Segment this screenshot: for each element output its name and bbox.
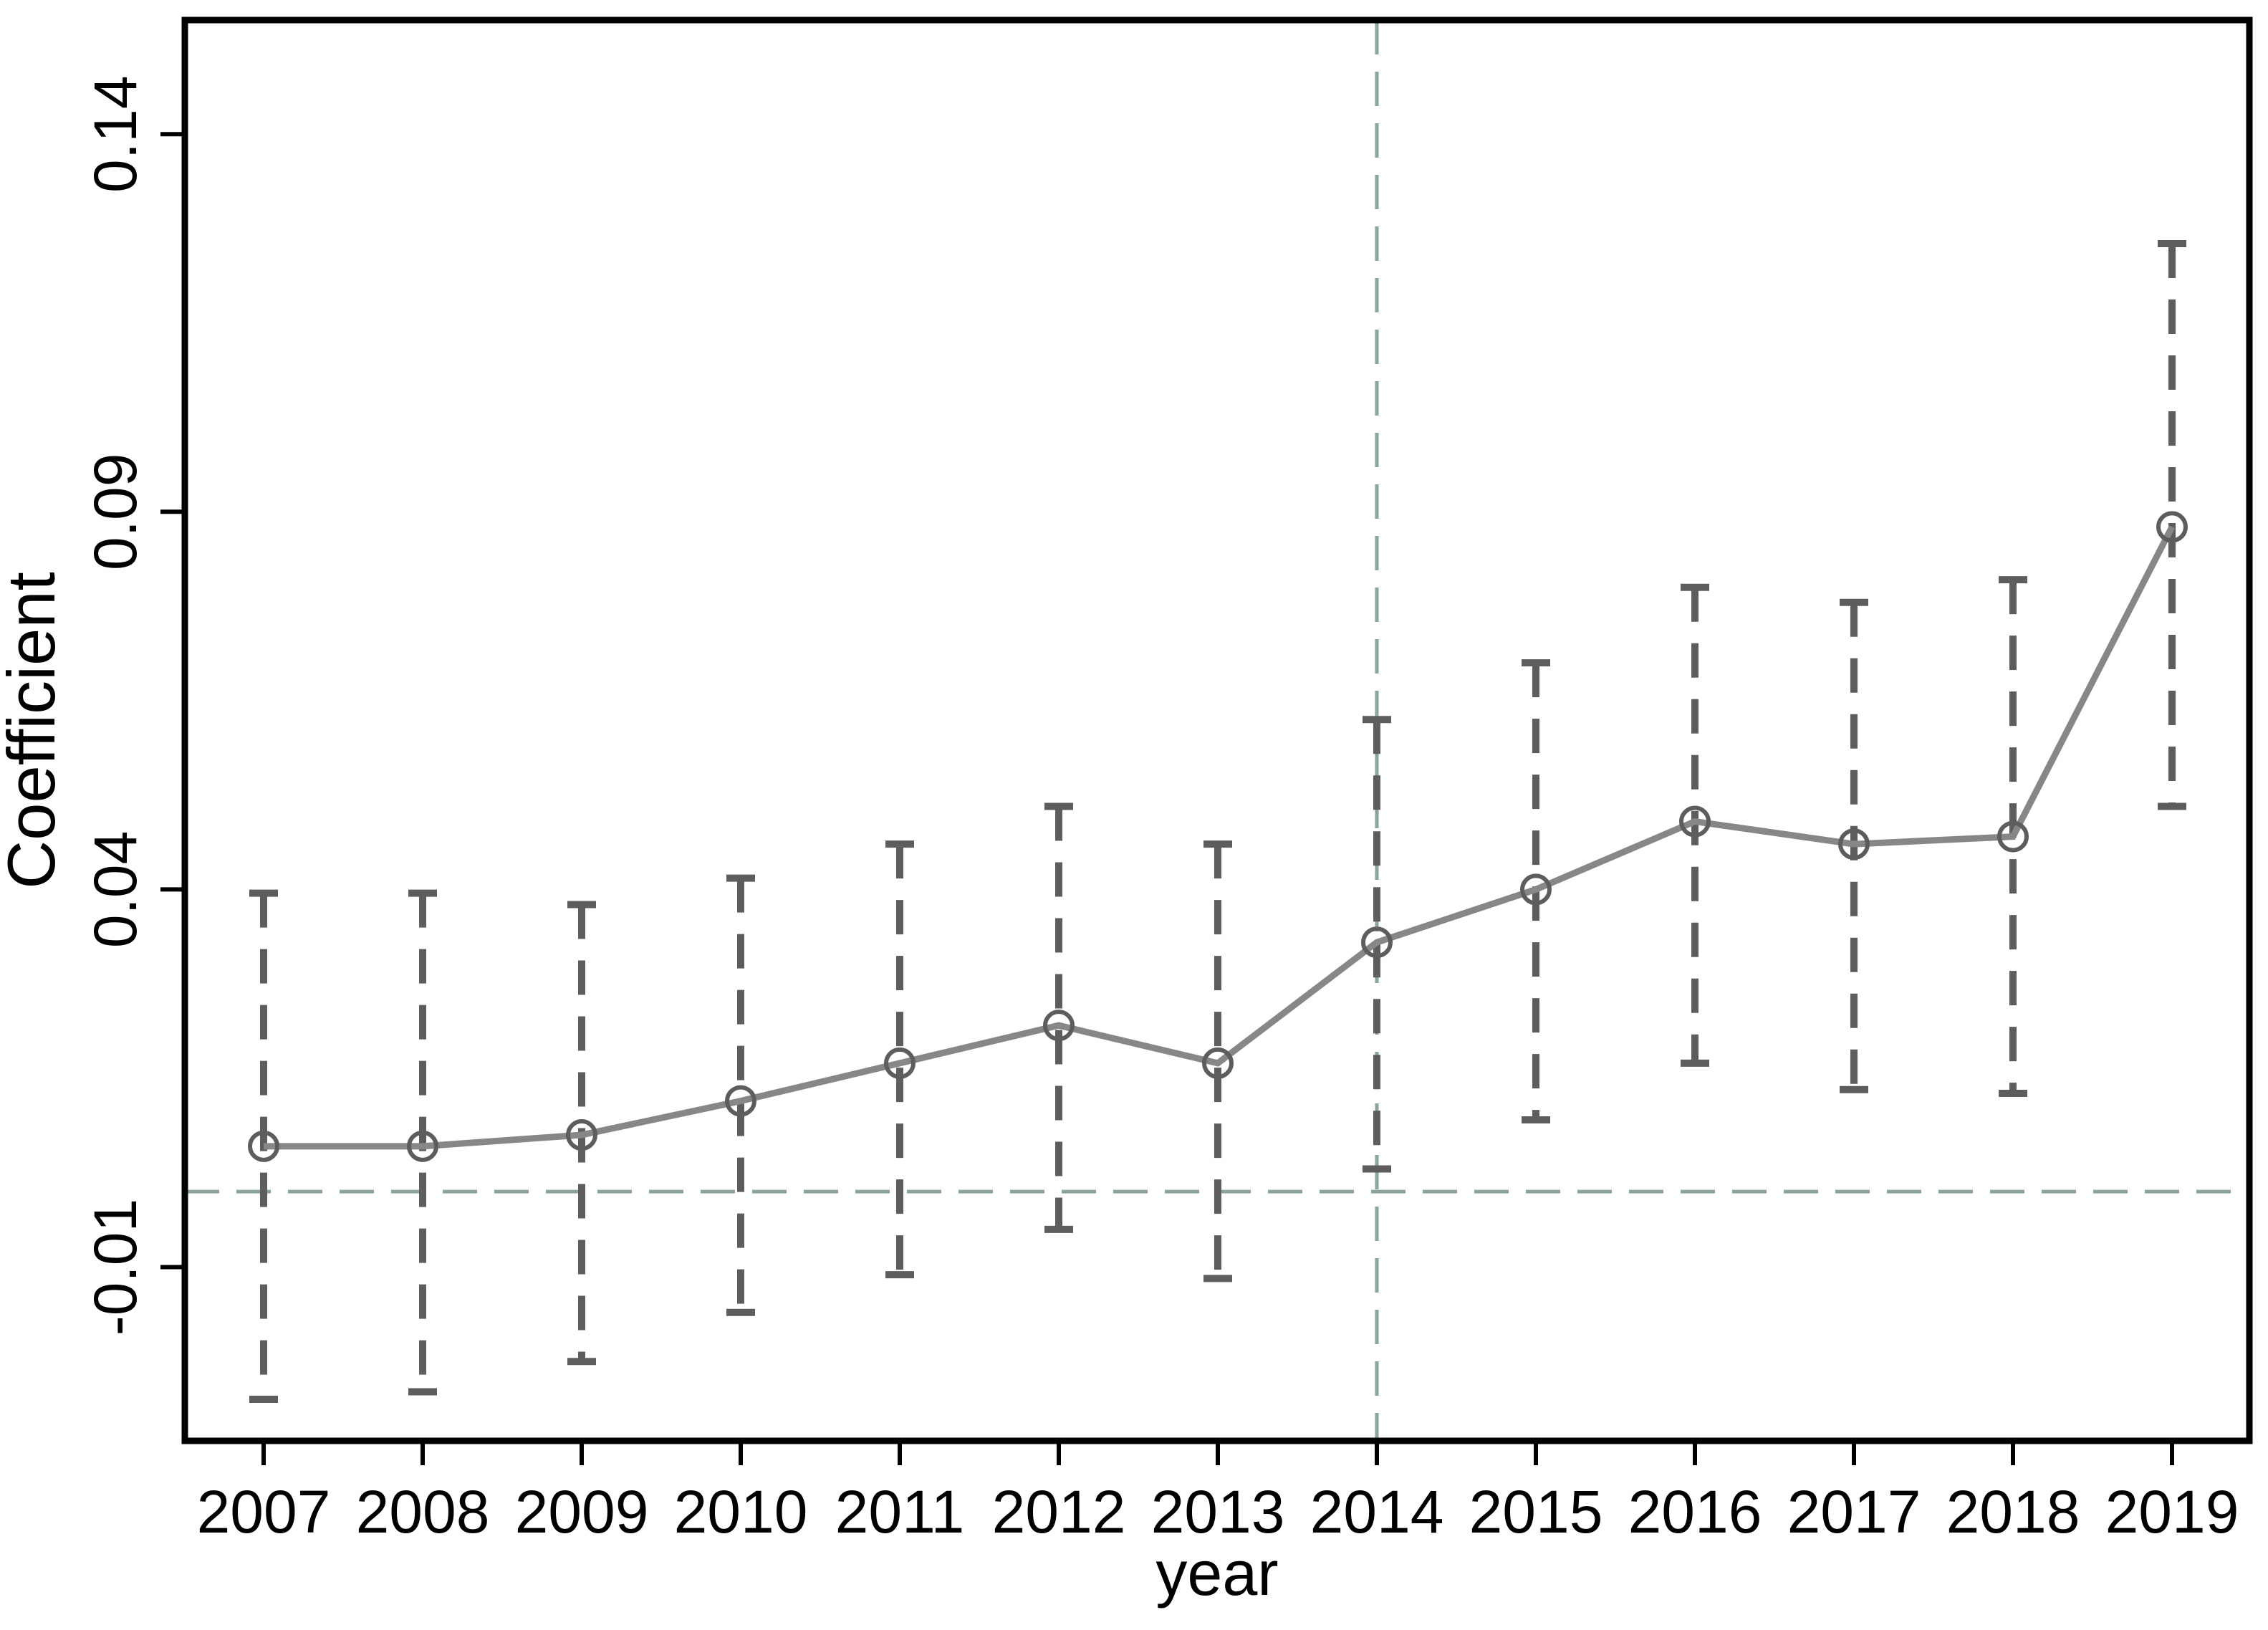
- x-tick-label: 2008: [356, 1478, 490, 1545]
- data-point-marker: [407, 1130, 438, 1162]
- data-point-marker: [1679, 805, 1711, 838]
- ci-bar: [885, 840, 914, 1279]
- y-tick-label: 0.14: [82, 75, 149, 193]
- series-line: [264, 525, 2176, 1150]
- data-point-marker: [1043, 1010, 1075, 1042]
- y-axis: -0.01 0.04 0.09 0.14: [82, 75, 185, 1336]
- x-tick-label: 2010: [674, 1478, 808, 1545]
- data-point-marker: [1361, 926, 1393, 959]
- y-tick-label: 0.09: [82, 454, 149, 571]
- x-tick-label: 2009: [515, 1478, 649, 1545]
- data-markers: [248, 511, 2188, 1162]
- y-tick-label: 0.04: [82, 831, 149, 949]
- y-tick-label: -0.01: [82, 1199, 149, 1336]
- confidence-intervals: [249, 240, 2186, 1404]
- data-point-marker: [1520, 873, 1552, 906]
- x-axis-title: year: [1155, 1538, 1278, 1609]
- data-point-marker: [566, 1119, 597, 1151]
- data-point-marker: [1997, 820, 2029, 853]
- x-tick-label: 2016: [1628, 1478, 1762, 1545]
- ci-bar: [1681, 583, 1709, 1067]
- x-tick-label: 2012: [992, 1478, 1126, 1545]
- data-point-marker: [248, 1130, 279, 1162]
- ci-bar: [2158, 240, 2186, 810]
- x-tick-label: 2013: [1151, 1478, 1285, 1545]
- reference-lines: [185, 20, 2249, 1441]
- x-tick-label: 2014: [1310, 1478, 1444, 1545]
- plot-border: [181, 16, 2253, 1444]
- x-axis: 2007 2008 2009 2010 2011 2012 2013 2014 2015 2016…: [197, 1441, 2239, 1545]
- data-point-marker: [2156, 511, 2188, 543]
- x-tick-label: 2011: [835, 1478, 965, 1545]
- ci-bar: [1044, 802, 1073, 1233]
- ci-bar: [726, 874, 755, 1316]
- data-point-marker: [884, 1047, 916, 1079]
- x-tick-label: 2018: [1946, 1478, 2080, 1545]
- data-point-marker: [1202, 1047, 1234, 1079]
- data-point-marker: [725, 1085, 756, 1117]
- data-point-marker: [1838, 828, 1870, 860]
- x-tick-label: 2019: [2105, 1478, 2239, 1545]
- ci-bar: [408, 889, 437, 1396]
- x-tick-label: 2017: [1787, 1478, 1921, 1545]
- x-tick-label: 2015: [1469, 1478, 1603, 1545]
- ci-bar: [1203, 840, 1232, 1283]
- x-tick-label: 2007: [197, 1478, 331, 1545]
- y-axis-title: Coefficient: [0, 572, 69, 888]
